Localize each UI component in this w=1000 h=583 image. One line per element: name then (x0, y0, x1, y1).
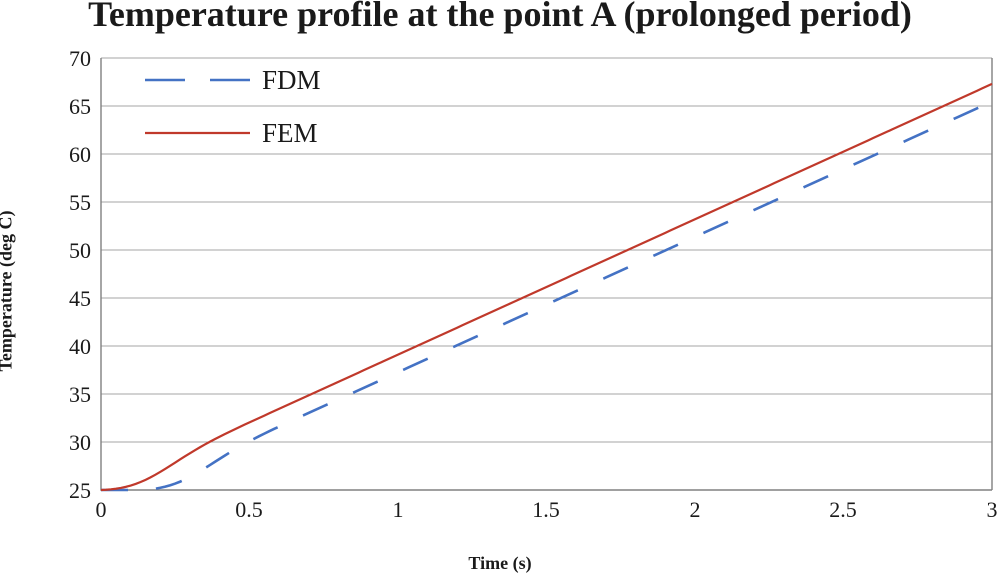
svg-text:FDM: FDM (262, 65, 321, 95)
svg-text:FEM: FEM (262, 118, 318, 148)
